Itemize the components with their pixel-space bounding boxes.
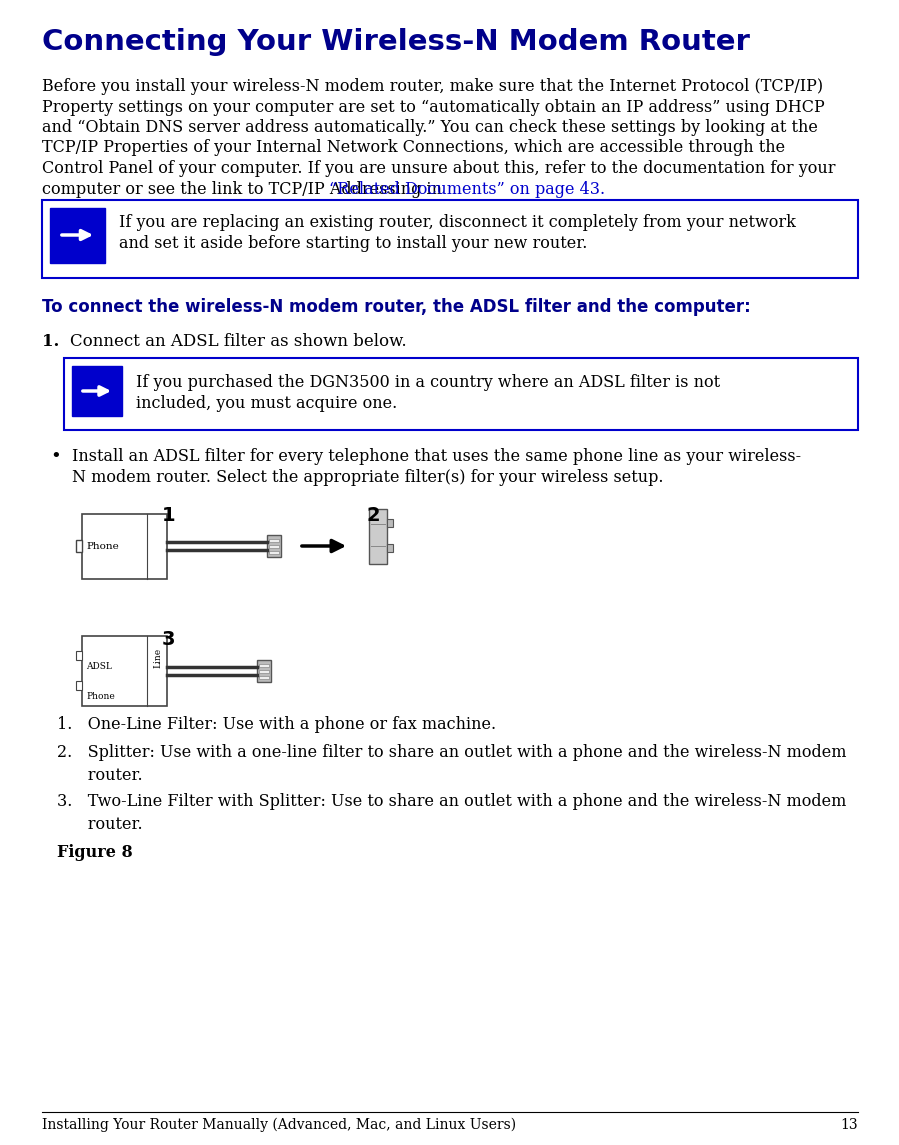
Text: Phone: Phone	[86, 542, 119, 551]
Bar	[72, 366, 122, 416]
Text: 1.: 1.	[42, 333, 59, 350]
Bar	[82, 514, 167, 579]
Bar	[64, 358, 858, 431]
Text: 3.   Two-Line Filter with Splitter: Use to share an outlet with a phone and the : 3. Two-Line Filter with Splitter: Use to…	[57, 793, 846, 811]
Bar	[267, 535, 281, 556]
Text: Connecting Your Wireless-N Modem Router: Connecting Your Wireless-N Modem Router	[42, 27, 750, 56]
Text: N modem router. Select the appropriate filter(s) for your wireless setup.: N modem router. Select the appropriate f…	[72, 469, 663, 487]
Bar	[369, 510, 387, 564]
Text: Phone: Phone	[86, 692, 115, 701]
Text: router.: router.	[57, 816, 143, 834]
Bar	[387, 519, 393, 527]
Text: TCP/IP Properties of your Internal Network Connections, which are accessible thr: TCP/IP Properties of your Internal Netwo…	[42, 140, 785, 157]
Text: •: •	[50, 448, 61, 466]
Text: computer or see the link to TCP/IP Addressing in: computer or see the link to TCP/IP Addre…	[42, 181, 447, 197]
Text: Control Panel of your computer. If you are unsure about this, refer to the docum: Control Panel of your computer. If you a…	[42, 160, 835, 177]
Bar	[269, 545, 279, 548]
Bar	[269, 539, 279, 542]
Bar	[387, 544, 393, 552]
Text: 2.   Splitter: Use with a one-line filter to share an outlet with a phone and th: 2. Splitter: Use with a one-line filter …	[57, 744, 847, 761]
Text: 1: 1	[162, 506, 175, 526]
Bar	[259, 664, 269, 668]
Text: Figure 8: Figure 8	[57, 844, 133, 861]
Bar	[76, 681, 82, 690]
Text: router.: router.	[57, 766, 143, 783]
Text: Before you install your wireless-N modem router, make sure that the Internet Pro: Before you install your wireless-N modem…	[42, 78, 823, 95]
Bar	[82, 635, 167, 706]
Bar	[269, 551, 279, 554]
Text: “Related Documents” on page 43.: “Related Documents” on page 43.	[329, 181, 605, 197]
Text: Installing Your Router Manually (Advanced, Mac, and Linux Users): Installing Your Router Manually (Advance…	[42, 1118, 516, 1132]
Text: and set it aside before starting to install your new router.: and set it aside before starting to inst…	[119, 235, 587, 252]
Text: 13: 13	[841, 1118, 858, 1132]
Bar	[259, 676, 269, 679]
Text: Line: Line	[153, 648, 162, 669]
Text: Install an ADSL filter for every telephone that uses the same phone line as your: Install an ADSL filter for every telepho…	[72, 448, 801, 465]
Bar	[76, 540, 82, 552]
Text: 1.   One-Line Filter: Use with a phone or fax machine.: 1. One-Line Filter: Use with a phone or …	[57, 716, 496, 733]
Text: 2: 2	[367, 506, 380, 526]
Text: If you purchased the DGN3500 in a country where an ADSL filter is not: If you purchased the DGN3500 in a countr…	[136, 374, 720, 390]
Bar	[50, 208, 105, 263]
Text: To connect the wireless-N modem router, the ADSL filter and the computer:: To connect the wireless-N modem router, …	[42, 298, 751, 316]
Text: Connect an ADSL filter as shown below.: Connect an ADSL filter as shown below.	[70, 333, 406, 350]
Text: and “Obtain DNS server address automatically.” You can check these settings by l: and “Obtain DNS server address automatic…	[42, 119, 818, 136]
Bar	[257, 660, 271, 682]
Text: ADSL: ADSL	[86, 662, 111, 671]
Text: included, you must acquire one.: included, you must acquire one.	[136, 395, 397, 412]
Bar	[259, 670, 269, 673]
Text: Property settings on your computer are set to “automatically obtain an IP addres: Property settings on your computer are s…	[42, 98, 824, 116]
Text: If you are replacing an existing router, disconnect it completely from your netw: If you are replacing an existing router,…	[119, 214, 796, 231]
Bar	[42, 200, 858, 278]
Text: 3: 3	[162, 630, 175, 649]
Bar	[76, 652, 82, 660]
